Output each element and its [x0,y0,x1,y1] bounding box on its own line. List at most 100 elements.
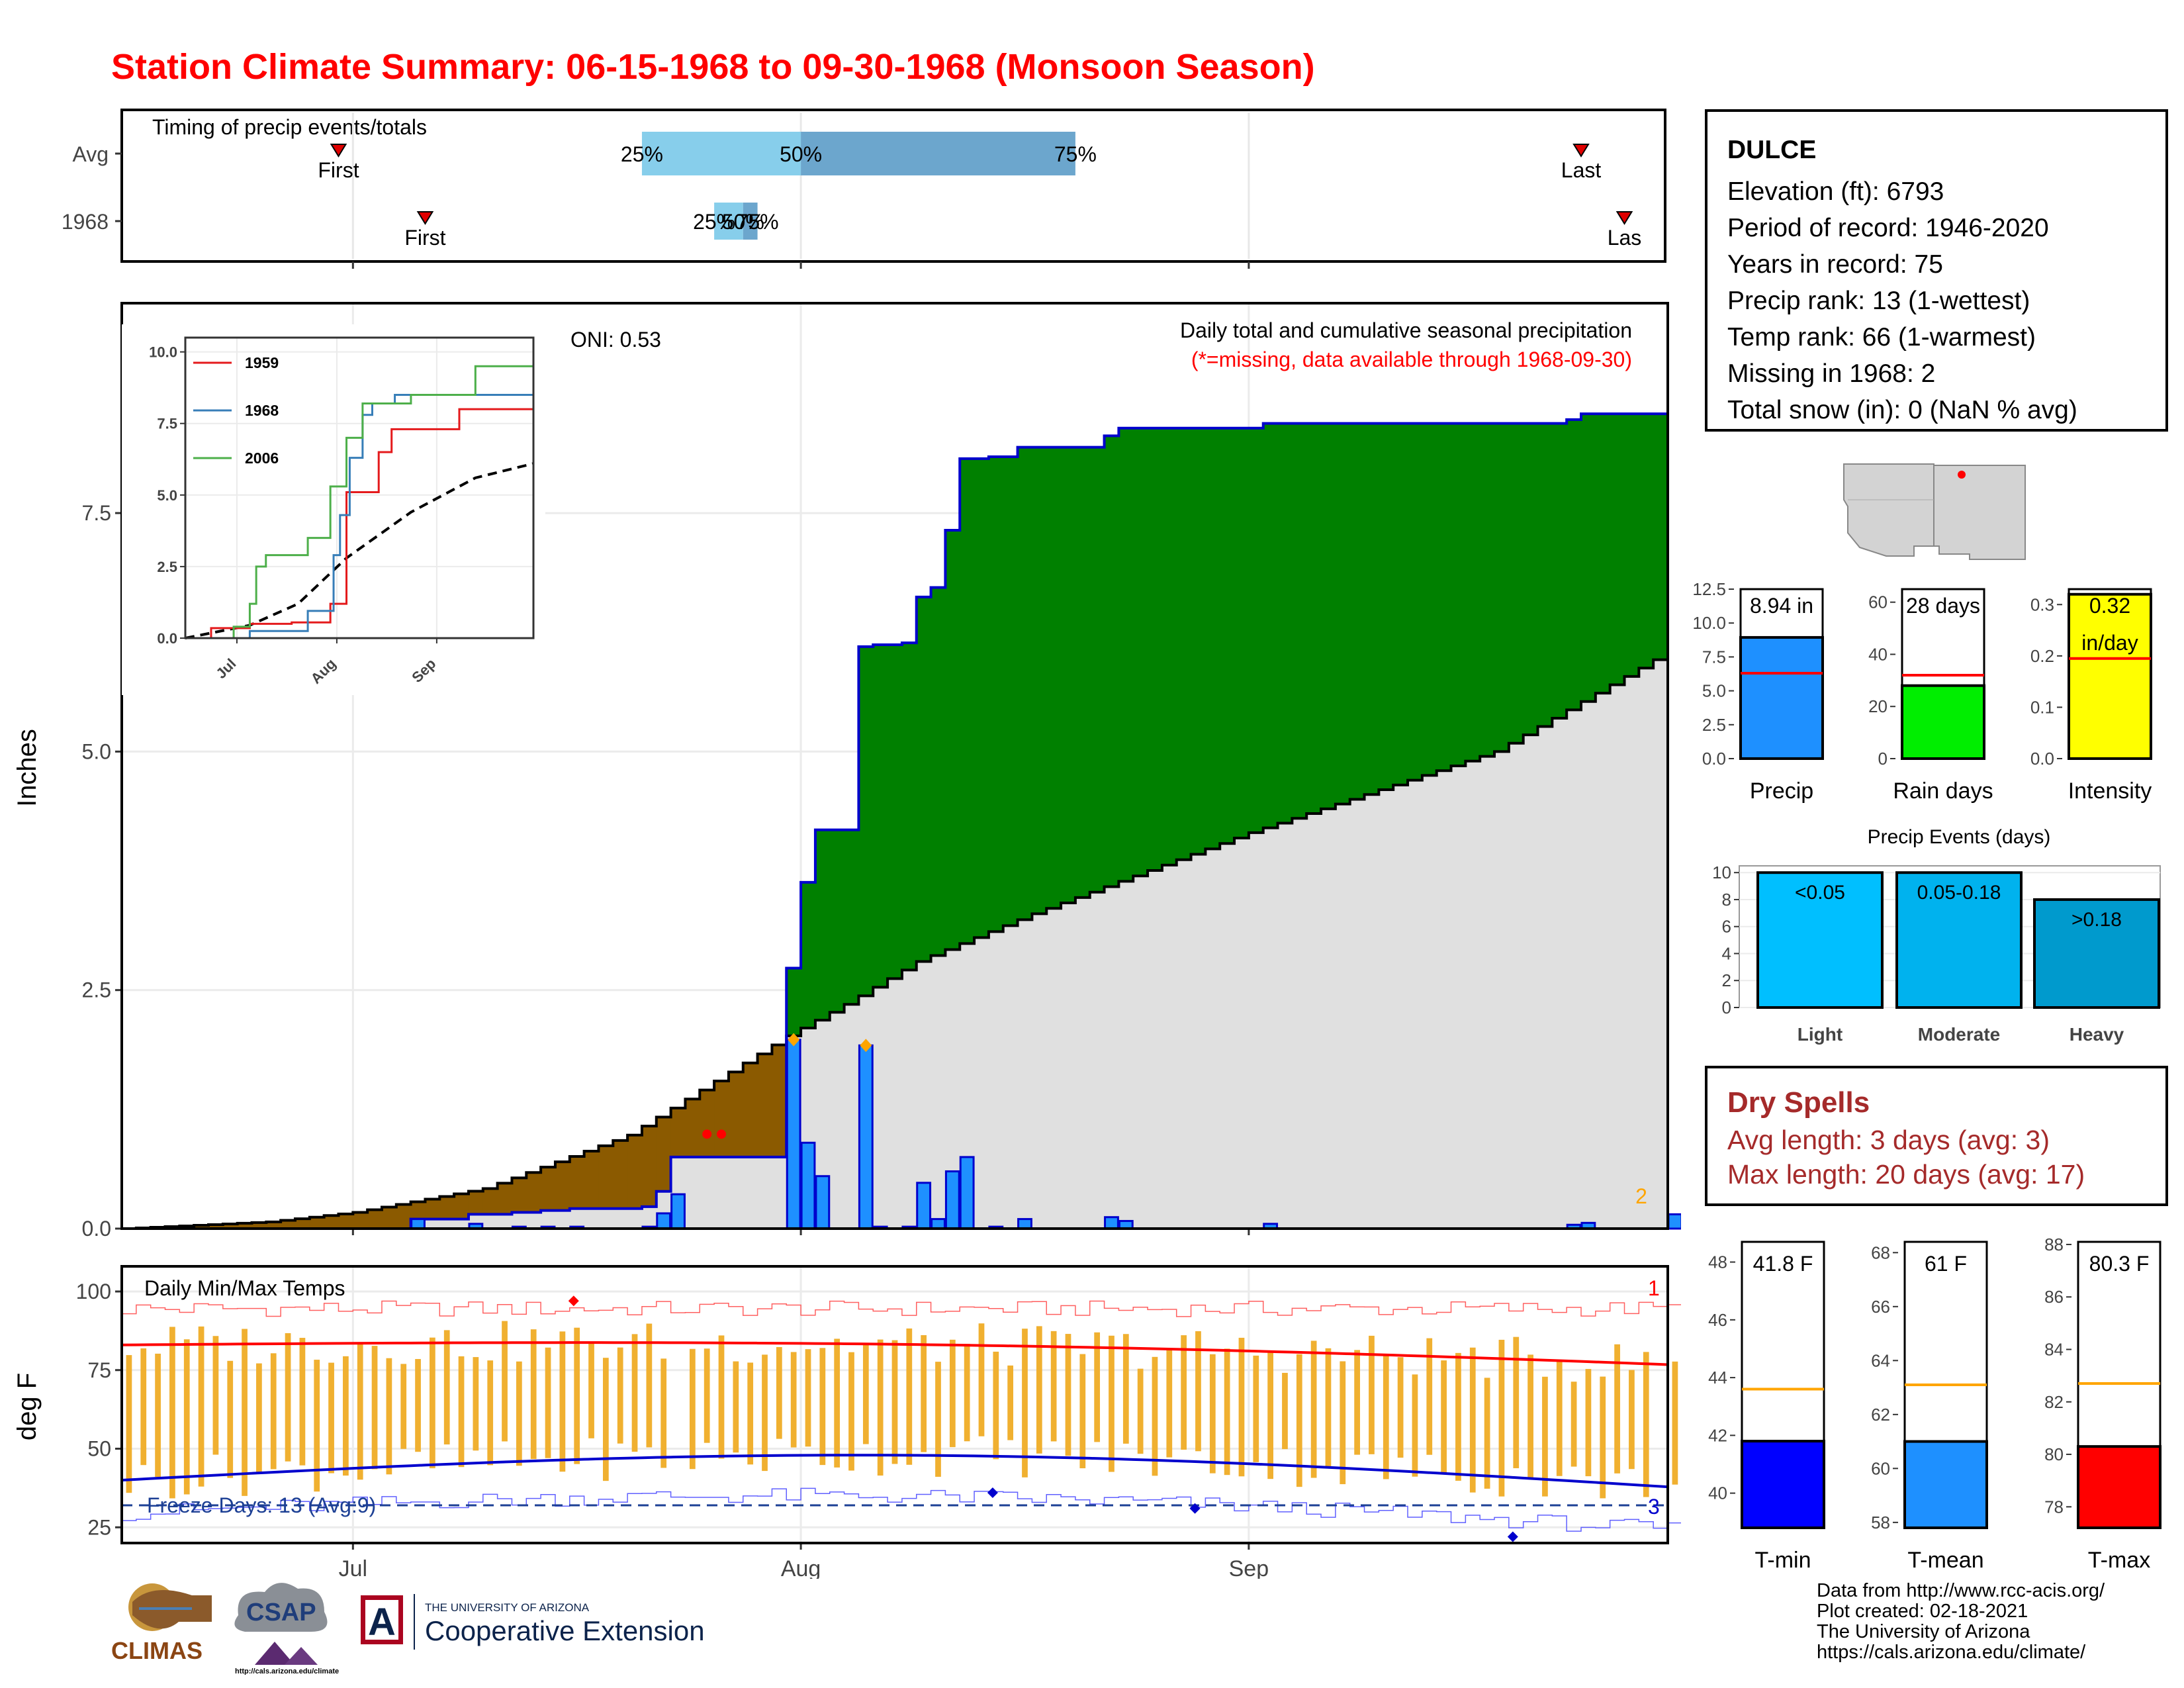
daily-temp-range-bar [646,1323,653,1448]
daily-temp-range-bar [704,1348,710,1443]
daily-temp-range-bar [1383,1355,1389,1479]
surplus-band [1075,447,1091,898]
surplus-band [1148,428,1163,871]
daily-temp-range-bar [1527,1354,1533,1479]
deficit-band [324,1215,339,1229]
t-max-bar [2077,1445,2161,1529]
temp-xtick-label: Sep [1229,1556,1269,1579]
daily-temp-range-bar [574,1327,580,1464]
climas-logo[interactable]: CLIMAS [111,1583,212,1664]
events-bar-heavy [2033,898,2160,1009]
surplus-band [1321,423,1336,809]
csap-logo[interactable]: CSAP http://cals.arizona.edu/climate [234,1583,339,1675]
station-elevation: Elevation (ft): 6793 [1727,177,1944,206]
precip-total-ytick-label: 7.5 [1702,647,1726,667]
t-mean-xlabel: T-mean [1907,1548,1983,1573]
surplus-band [916,596,932,962]
surplus-band [887,644,903,979]
daily-temp-range-bar [1195,1331,1201,1452]
surplus-band [1436,423,1452,771]
cumulative-1968-line [122,399,1669,1230]
daily-temp-range-bar [328,1362,334,1474]
events-ytick-label: 4 [1722,943,1731,963]
surplus-band [988,457,1004,932]
daily-temp-range-bar [1022,1329,1028,1477]
daily-temp-range-bar [1152,1356,1158,1476]
ua-line2: Cooperative Extension [425,1615,705,1646]
temp-xtick-label: Jul [339,1556,367,1579]
daily-temp-range-bar [140,1348,147,1466]
t-mean-ytick-label: 66 [1871,1297,1890,1317]
daily-temp-range-bar [1137,1368,1144,1454]
surplus-band [1089,447,1105,892]
daily-temp-range-bar [270,1353,277,1470]
daily-temp-range-bar [1426,1338,1433,1455]
daily-temp-range-bar [242,1329,248,1496]
daily-temp-range-bar [660,1358,667,1468]
events-bar-label: 0.05-0.18 [1917,882,2001,904]
daily-precip-bar [1017,1218,1032,1230]
t-max-ytick-label: 82 [2044,1392,2064,1412]
events-bar-label: >0.18 [2071,909,2122,931]
t-min-bar [1741,1440,1825,1530]
station-snow: Total snow (in): 0 (NaN % avg) [1727,396,2077,424]
t-max-xlabel: T-max [2088,1548,2150,1573]
station-temp-rank: Temp rank: 66 (1-warmest) [1727,323,2036,352]
station-years: Years in record: 75 [1727,250,1943,279]
credits: Data from http://www.rcc-acis.org/ Plot … [1817,1581,2105,1663]
extreme-precip-marker [860,1039,872,1053]
rain-days-value-label: 28 days [1906,594,1980,618]
daily-temp-range-bar [1513,1336,1520,1468]
t-max-ytick-label: 78 [2044,1497,2064,1517]
surplus-band [1537,423,1553,727]
daily-precip-bar [959,1156,975,1230]
surplus-band [786,968,801,1036]
surplus-band [1176,428,1192,860]
daily-temp-range-bar [1166,1348,1173,1458]
temp-ylabel: deg F [13,1373,42,1440]
surplus-band [1003,457,1019,926]
t-max-ytick-label: 86 [2044,1287,2064,1307]
daily-precip-bar [916,1182,932,1230]
rain-days-xlabel: Rain days [1893,778,1993,804]
daily-temp-range-bar [631,1334,638,1452]
record-high-marker [568,1295,579,1307]
daily-precip-bar [786,1039,801,1230]
daily-temp-range-bar [473,1357,479,1451]
t-mean-ytick-label: 64 [1871,1350,1890,1370]
csap-logo-text: CSAP [246,1599,316,1626]
station-name: DULCE [1727,136,1817,164]
intensity-xlabel: Intensity [2068,778,2152,804]
missing-count: 2 [1635,1184,1647,1208]
oni-label: ONI: 0.53 [570,328,661,352]
daily-temp-range-bar [1556,1360,1563,1476]
daily-precip-bar [815,1175,831,1230]
ua-logo[interactable]: A THE UNIVERSITY OF ARIZONA Cooperative … [361,1594,705,1650]
timing-pct-label: 25% [693,210,735,234]
last-event-marker [1572,144,1590,158]
t-min-ytick-label: 42 [1708,1425,1727,1445]
summary-charts: 0.02.55.07.510.012.58.94 inPrecip0204060… [1692,579,2161,1573]
daily-temp-range-bar [256,1363,262,1474]
daily-temp-range-bar [1007,1365,1014,1440]
daily-temp-range-bar [906,1328,913,1465]
daily-precip-bar [931,1218,946,1230]
daily-temp-range-bar [891,1340,898,1464]
daily-precip-bar [656,1212,672,1230]
events-ytick-label: 2 [1722,970,1731,990]
surplus-band [1017,447,1032,920]
daily-temp-range-bar [1498,1339,1505,1497]
daily-temp-range-bar [487,1360,494,1466]
daily-temp-range-bar [1643,1352,1649,1497]
daily-temp-range-bar [819,1348,826,1466]
t-mean-ytick-label: 58 [1871,1513,1890,1532]
timing-pct-label: 25% [621,142,663,166]
deficit-band [281,1220,296,1229]
deficit-band [208,1224,224,1229]
record-low-line [122,1487,1681,1532]
last-event-label: Las [1608,226,1642,250]
events-category-label: Heavy [2070,1024,2124,1045]
deficit-band [222,1223,238,1229]
precip-total-ytick-label: 0.0 [1702,749,1726,769]
